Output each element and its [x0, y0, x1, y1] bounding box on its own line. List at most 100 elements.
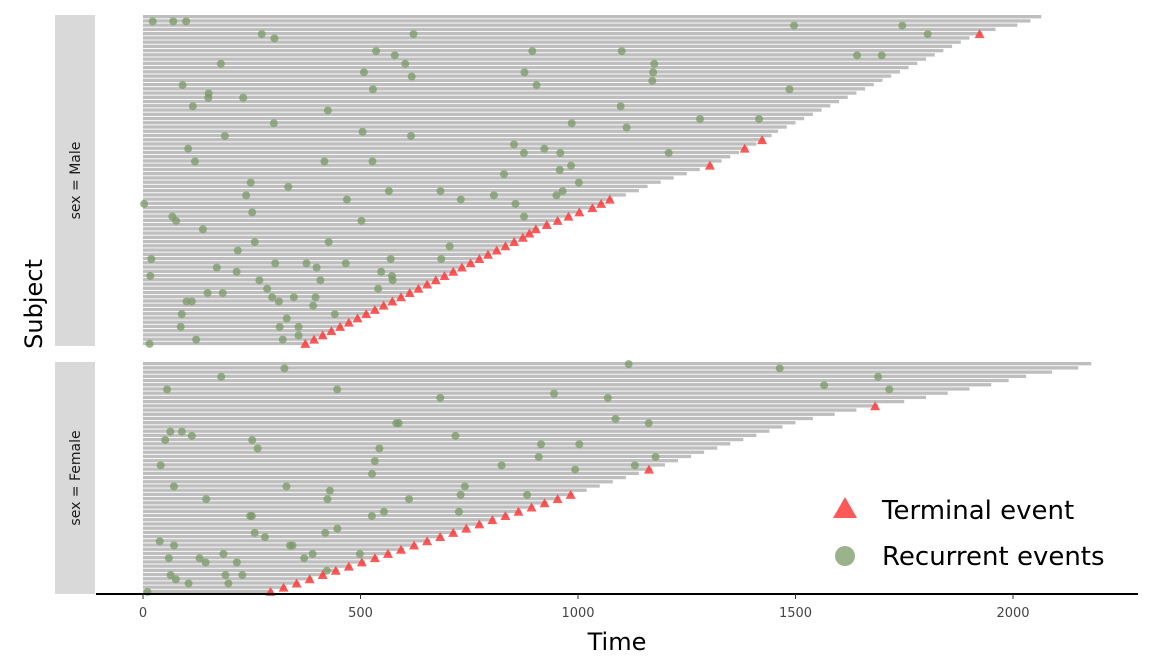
recurrent-event-point: [309, 301, 318, 310]
recurrent-event-point: [885, 385, 894, 394]
subject-bar: [143, 488, 587, 492]
terminal-event-point: [317, 330, 328, 340]
legend-label-recurrent: Recurrent events: [882, 542, 1105, 572]
recurrent-event-point: [255, 276, 264, 285]
subject-bar: [143, 307, 378, 312]
subject-bar: [143, 362, 1092, 366]
terminal-event-points: [265, 401, 881, 596]
subject-bars: [143, 362, 1092, 594]
subject-bar: [143, 543, 418, 547]
terminal-event-point: [356, 557, 367, 567]
recurrent-event-point: [650, 59, 659, 68]
recurrent-event-point: [212, 263, 221, 272]
recurrent-event-point: [192, 335, 201, 344]
panel-strip-label: sex = Female: [68, 430, 84, 525]
recurrent-event-point: [148, 17, 157, 26]
subject-bar: [143, 15, 1042, 19]
recurrent-event-point: [239, 93, 248, 102]
recurrent-event-point: [250, 528, 259, 537]
recurrent-event-point: [622, 123, 631, 132]
subject-bar: [143, 337, 317, 341]
panel: [143, 360, 1092, 596]
recurrent-event-point: [341, 259, 350, 268]
subject-bar: [143, 312, 370, 316]
recurrent-event-point: [294, 331, 303, 340]
subject-bar: [143, 412, 835, 416]
recurrent-event-point: [558, 187, 567, 196]
subject-bar: [143, 286, 422, 290]
subject-bar: [143, 61, 918, 66]
subject-bar: [143, 125, 787, 129]
subject-bar: [143, 23, 1018, 27]
panel-strip-label: sex = Male: [68, 142, 84, 220]
recurrent-event-point: [624, 360, 633, 369]
subject-bar: [143, 48, 944, 53]
recurrent-event-point: [877, 51, 886, 60]
recurrent-event-point: [436, 393, 445, 402]
terminal-event-point: [430, 275, 441, 285]
subject-bar: [143, 366, 1079, 370]
recurrent-event-point: [456, 490, 465, 499]
subject-bar: [143, 539, 431, 543]
recurrent-event-point: [170, 541, 179, 550]
subject-bar: [143, 395, 926, 400]
subject-bar: [143, 505, 535, 509]
subject-bar: [143, 155, 731, 159]
recurrent-event-point: [368, 469, 377, 478]
recurrent-event-point: [648, 76, 657, 85]
legend: Terminal event Recurrent events: [833, 496, 1105, 572]
recurrent-event-point: [218, 288, 227, 297]
subject-bar: [143, 564, 352, 568]
terminal-event-point: [291, 578, 302, 588]
subject-bar: [143, 91, 857, 95]
recurrent-event-point: [190, 157, 199, 166]
recurrent-event-point: [155, 537, 164, 546]
subject-bar: [143, 227, 539, 231]
recurrent-event-point: [219, 549, 228, 558]
subject-bar: [143, 399, 905, 404]
subject-bar: [143, 484, 600, 488]
recurrent-event-point: [188, 102, 197, 111]
subject-bar: [143, 433, 757, 438]
subject-bar: [143, 333, 326, 337]
subject-bar: [143, 471, 639, 475]
subject-bar: [143, 205, 596, 210]
subject-bar: [143, 193, 626, 197]
recurrent-event-point: [248, 436, 257, 445]
panel-strips: sex = Male sex = Female: [55, 15, 95, 594]
recurrent-event-point: [178, 81, 187, 90]
x-axis-title: Time: [587, 628, 647, 656]
terminal-event-point: [461, 523, 472, 533]
terminal-event-point: [517, 232, 528, 242]
subject-bar: [143, 509, 522, 513]
terminal-event-point: [574, 207, 585, 217]
subject-bar: [143, 235, 526, 240]
subject-bar: [143, 40, 961, 44]
x-tick-label: 2000: [996, 606, 1029, 621]
recurrent-event-point: [611, 414, 620, 423]
recurrent-event-point: [555, 165, 564, 174]
terminal-event-point: [369, 304, 380, 314]
subject-bar: [143, 87, 866, 91]
recurrent-event-point: [567, 161, 576, 170]
recurrent-event-point: [321, 528, 330, 537]
terminal-event-point: [739, 143, 750, 153]
recurrent-event-point: [330, 310, 339, 319]
recurrent-event-point: [202, 495, 211, 504]
subject-bar: [143, 560, 365, 564]
recurrent-event-point: [280, 364, 289, 373]
recurrent-event-point: [436, 187, 445, 196]
subject-bar: [143, 108, 822, 112]
recurrent-event-point: [357, 216, 366, 225]
subject-bar: [143, 184, 648, 189]
recurrent-event-point: [217, 372, 226, 381]
recurrent-event-point: [556, 148, 565, 157]
subject-bar: [143, 104, 831, 108]
subject-bar: [143, 112, 813, 116]
recurrent-event-point: [323, 495, 332, 504]
recurrent-event-point: [316, 276, 325, 285]
recurrent-event-point: [325, 486, 334, 495]
recurrent-event-point: [550, 389, 559, 398]
recurrent-event-point: [198, 225, 207, 234]
recurrent-event-point: [358, 127, 367, 136]
